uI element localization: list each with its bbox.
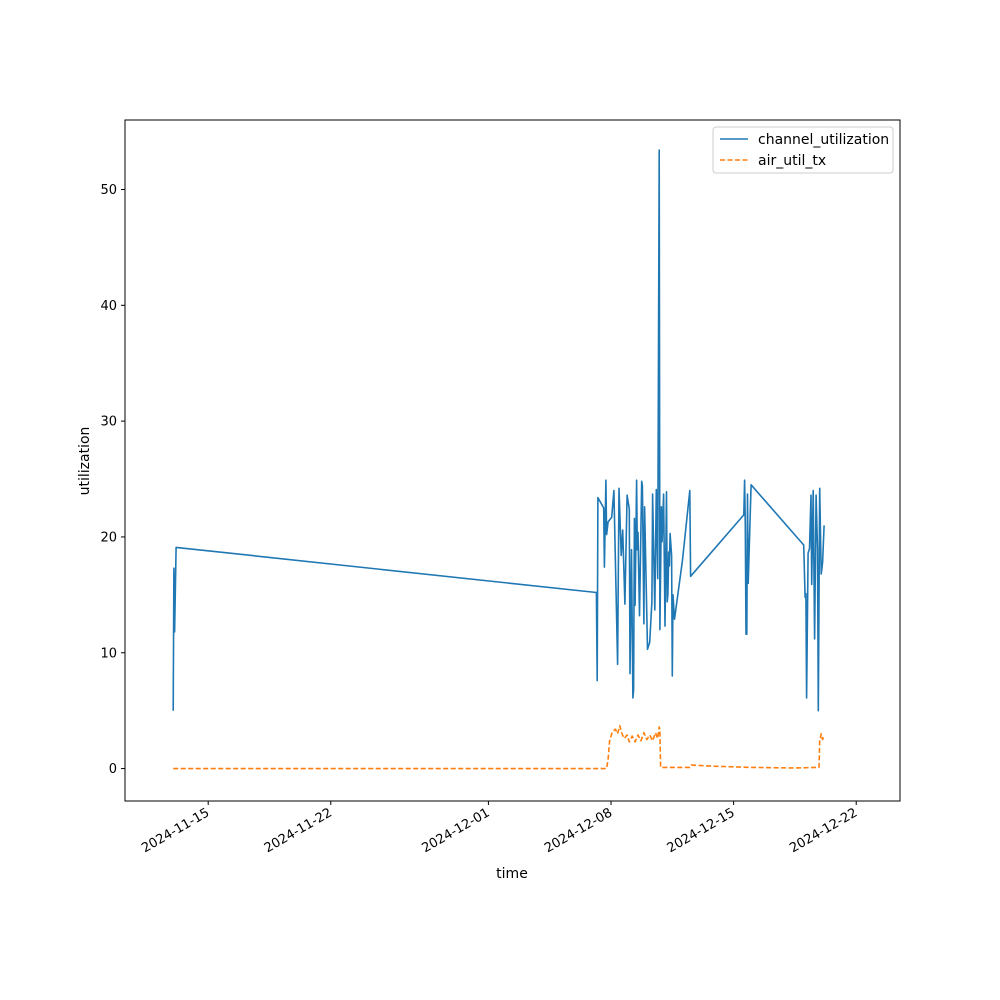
y-tick-label: 40: [100, 299, 117, 314]
y-tick-label: 30: [100, 415, 117, 430]
legend-label: air_util_tx: [758, 153, 826, 169]
plot-frame: [124, 119, 901, 802]
y-tick-label: 10: [100, 646, 117, 661]
y-tick-label: 0: [109, 762, 117, 777]
series-line-channel-utilization: [172, 149, 825, 712]
y-axis: 0 10 20 30 40 50: [100, 183, 125, 777]
legend-label: channel_utilization: [758, 132, 889, 148]
legend-box: [712, 126, 894, 174]
legend: channel_utilization air_util_tx: [712, 126, 894, 174]
x-axis-title: time: [496, 866, 528, 882]
y-tick-label: 50: [100, 183, 117, 198]
series-line-air-util-tx: [173, 724, 825, 770]
series-layer: [172, 149, 825, 770]
y-tick-label: 20: [100, 530, 117, 545]
y-axis-title: utilization: [77, 427, 93, 496]
